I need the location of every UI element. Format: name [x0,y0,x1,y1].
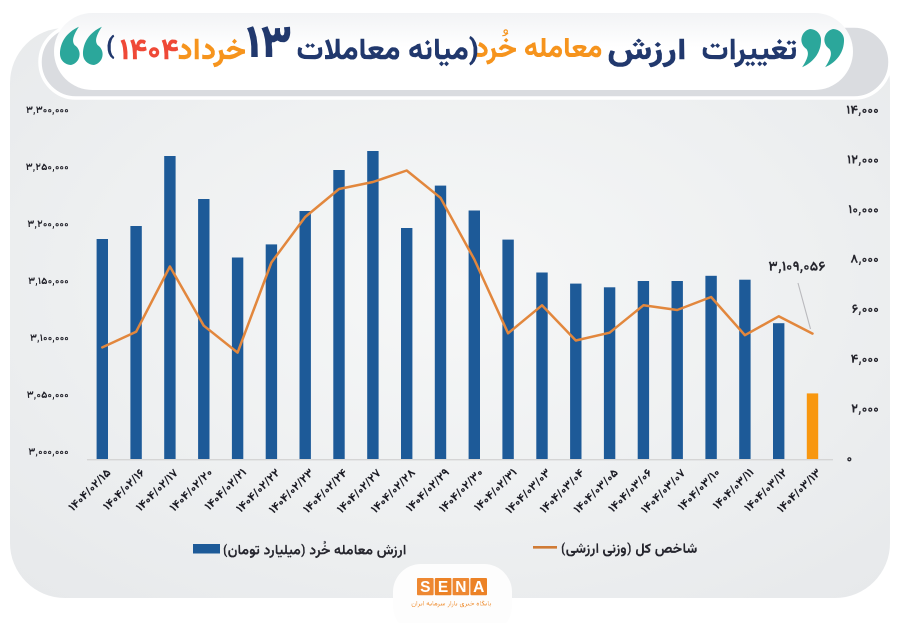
svg-text:S: S [420,579,430,596]
svg-text:E: E [438,579,448,596]
svg-text:N: N [455,579,466,596]
svg-text:A: A [473,579,484,596]
